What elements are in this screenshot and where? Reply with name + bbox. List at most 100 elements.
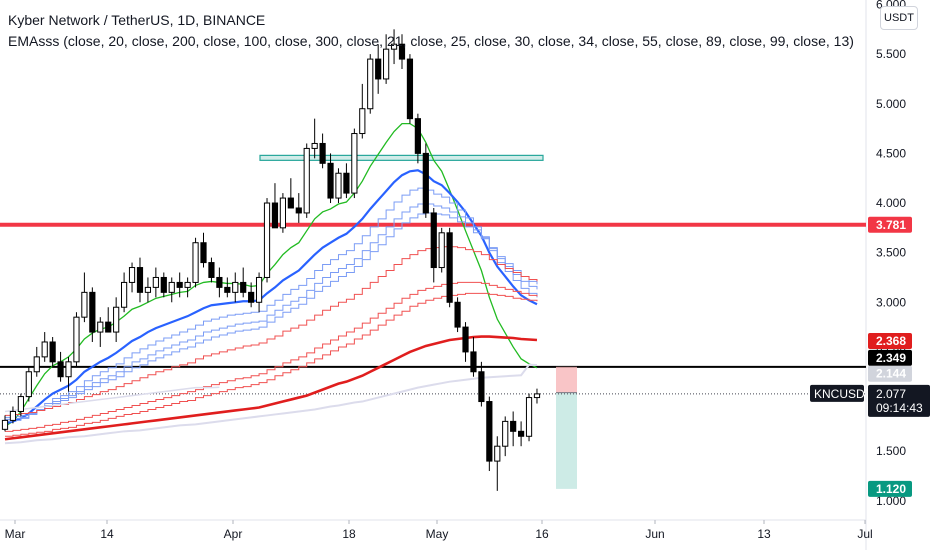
candle-body[interactable] xyxy=(510,420,517,432)
y-tick-label: 5.500 xyxy=(876,47,906,61)
ema-line-ema30[interactable] xyxy=(5,203,538,420)
candle-body[interactable] xyxy=(136,267,144,293)
candle-body[interactable] xyxy=(311,142,318,149)
y-tick-label: 3.000 xyxy=(876,295,906,309)
candle-body[interactable] xyxy=(81,291,88,318)
candle-body[interactable] xyxy=(89,291,96,333)
candle-body[interactable] xyxy=(160,276,167,293)
indicator-label[interactable]: EMAsss (close, 20, close, 200, close, 10… xyxy=(8,33,854,49)
candle-body[interactable] xyxy=(295,207,302,214)
x-tick-label: Mar xyxy=(5,527,26,541)
stop-loss-zone[interactable] xyxy=(556,366,577,393)
ema-line-ema300[interactable] xyxy=(4,386,220,413)
candle-body[interactable] xyxy=(176,281,183,288)
candle-body[interactable] xyxy=(446,232,453,303)
candle-body[interactable] xyxy=(502,420,509,447)
candle-body[interactable] xyxy=(184,281,191,288)
candle-body[interactable] xyxy=(271,202,279,229)
x-tick-label: 18 xyxy=(342,527,356,541)
ema-line-ema200[interactable] xyxy=(4,363,538,445)
candle-body[interactable] xyxy=(486,401,493,462)
candle-body[interactable] xyxy=(533,393,541,399)
candle-body[interactable] xyxy=(240,281,247,293)
candle-body[interactable] xyxy=(335,172,342,199)
candle-body[interactable] xyxy=(168,281,175,293)
candle-body[interactable] xyxy=(438,232,445,269)
ema-line-ema89[interactable] xyxy=(5,281,538,432)
candle-body[interactable] xyxy=(343,172,350,194)
candle-body[interactable] xyxy=(25,371,32,398)
ema-line-ema99[interactable] xyxy=(5,292,538,437)
candle-body[interactable] xyxy=(121,281,128,308)
candle-body[interactable] xyxy=(327,162,334,199)
candle-body[interactable] xyxy=(49,341,56,363)
ema-line-ema25[interactable] xyxy=(5,187,538,422)
candle-body[interactable] xyxy=(1,419,9,430)
candle-body[interactable] xyxy=(200,242,207,264)
candle-body[interactable] xyxy=(430,212,437,269)
candle-body[interactable] xyxy=(351,133,358,194)
candle-body[interactable] xyxy=(462,326,469,353)
candle-body[interactable] xyxy=(359,108,366,135)
candle-body[interactable] xyxy=(303,147,310,214)
currency-unit-button[interactable]: USDT xyxy=(880,6,918,30)
candle-body[interactable] xyxy=(57,361,64,378)
candle-body[interactable] xyxy=(73,316,80,363)
candle-body[interactable] xyxy=(33,356,40,373)
y-tick-label: 3.500 xyxy=(876,246,906,260)
candle-body[interactable] xyxy=(17,396,24,412)
symbol-title[interactable]: Kyber Network / TetherUS, 1D, BINANCE xyxy=(8,12,266,28)
ema-red-tag: 2.368 xyxy=(876,334,906,348)
candle-body[interactable] xyxy=(470,351,477,373)
ticker-tag[interactable]: KNCUSDT xyxy=(814,387,873,401)
candle-body[interactable] xyxy=(9,410,17,421)
take-profit-zone[interactable] xyxy=(556,392,577,489)
ema-line-ema34[interactable] xyxy=(5,212,538,418)
candle-body[interactable] xyxy=(224,286,231,293)
ema-line-ema20[interactable] xyxy=(4,169,538,425)
x-tick-label: May xyxy=(426,527,449,541)
ticker-tag-bg xyxy=(810,384,864,402)
candle-body[interactable] xyxy=(454,301,461,328)
candle-body[interactable] xyxy=(518,430,525,437)
y-tick-label: 6.000 xyxy=(876,0,906,12)
candle-body[interactable] xyxy=(152,276,159,288)
candle-body[interactable] xyxy=(367,58,374,110)
candle-body[interactable] xyxy=(478,371,485,403)
candle-body[interactable] xyxy=(406,58,414,120)
candle-body[interactable] xyxy=(248,291,255,303)
target-price-tag-bg xyxy=(868,480,912,497)
candle-body[interactable] xyxy=(375,58,382,80)
resistance-zone-box[interactable] xyxy=(259,154,544,161)
candle-body[interactable] xyxy=(128,267,136,283)
candle-body[interactable] xyxy=(255,276,263,303)
candle-body[interactable] xyxy=(232,281,239,293)
x-tick-label: 16 xyxy=(535,527,549,541)
candle-body[interactable] xyxy=(383,48,390,80)
ema-red-tag-bg xyxy=(868,332,912,349)
candle-body[interactable] xyxy=(390,43,398,50)
candle-body[interactable] xyxy=(216,276,223,288)
candle-body[interactable] xyxy=(319,142,326,164)
candle-body[interactable] xyxy=(113,306,120,333)
ema-line-ema100[interactable] xyxy=(4,335,538,441)
y-tick-label: 4.000 xyxy=(876,196,906,210)
candle-body[interactable] xyxy=(494,445,501,462)
candle-body[interactable] xyxy=(97,321,104,333)
black-level-tag: 2.349 xyxy=(876,351,906,365)
candle-body[interactable] xyxy=(422,152,429,214)
candle-body[interactable] xyxy=(208,262,215,278)
candle-body[interactable] xyxy=(41,341,48,358)
candle-body[interactable] xyxy=(263,202,271,278)
candle-body[interactable] xyxy=(287,197,294,209)
candle-body[interactable] xyxy=(279,197,286,229)
candle-body[interactable] xyxy=(144,286,152,293)
candle-body[interactable] xyxy=(414,118,421,154)
black-level-tag-bg xyxy=(868,349,912,366)
candle-body[interactable] xyxy=(65,361,72,378)
candle-body[interactable] xyxy=(398,43,406,60)
candle-body[interactable] xyxy=(192,242,199,283)
candle-body[interactable] xyxy=(525,397,533,437)
candle-body[interactable] xyxy=(105,321,112,333)
